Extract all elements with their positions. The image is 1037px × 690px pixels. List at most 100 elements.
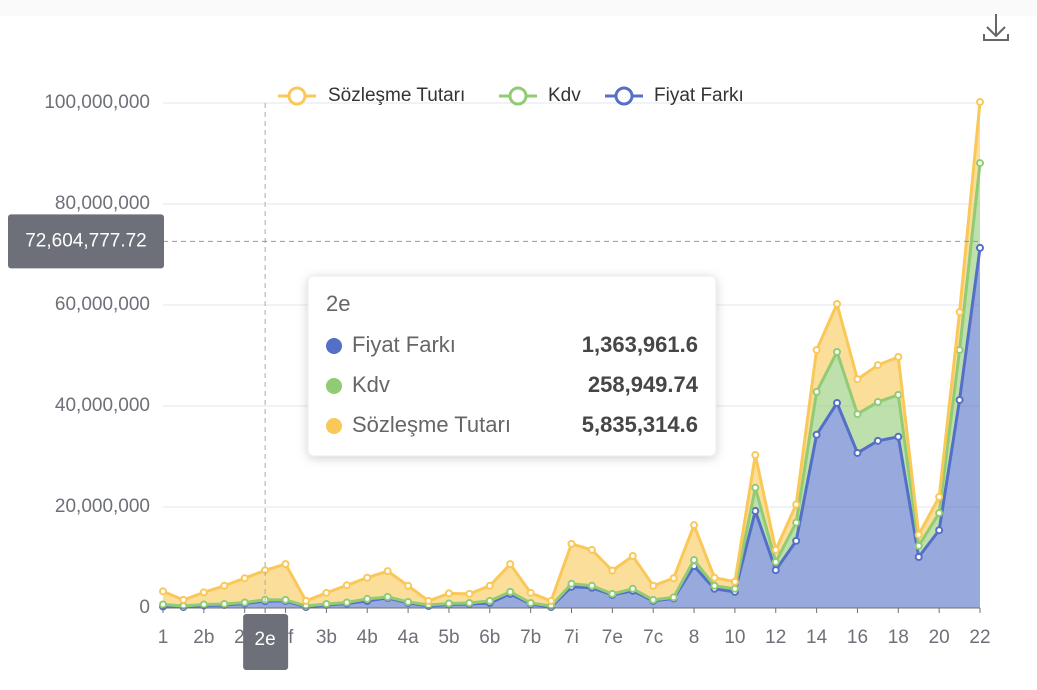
tooltip-dot xyxy=(326,378,342,394)
point xyxy=(751,483,760,492)
x-tick-label: 18 xyxy=(888,627,909,648)
point xyxy=(751,450,760,459)
point xyxy=(730,577,739,586)
legend-item[interactable]: Fiyat Farkı xyxy=(605,85,744,106)
x-tick-label: 7c xyxy=(643,627,663,648)
x-pointer-label: 2e xyxy=(255,629,276,650)
y-pointer-box xyxy=(8,214,164,269)
point xyxy=(914,552,923,561)
point xyxy=(506,560,515,569)
point xyxy=(485,581,494,590)
x-tick-label: 1 xyxy=(158,627,169,648)
point xyxy=(159,587,167,596)
y-tick-label: 0 xyxy=(139,597,150,618)
tooltip-title: 2e xyxy=(326,291,350,316)
point xyxy=(179,595,188,604)
area xyxy=(163,247,980,608)
top-strip xyxy=(0,0,1037,16)
point xyxy=(976,97,984,106)
point xyxy=(771,566,780,575)
point xyxy=(485,596,494,605)
point xyxy=(526,588,535,597)
point xyxy=(894,353,903,362)
x-tick-label: 14 xyxy=(806,627,828,648)
point xyxy=(587,581,596,590)
point xyxy=(812,387,821,396)
tooltip-dot xyxy=(326,338,342,354)
x-tick-label: 22 xyxy=(969,627,990,648)
point xyxy=(669,593,678,602)
legend-icon xyxy=(614,86,634,106)
point xyxy=(628,551,637,560)
point xyxy=(608,566,617,575)
point xyxy=(914,541,923,550)
legend-item[interactable]: Sözleşme Tutarı xyxy=(278,85,465,106)
point xyxy=(526,598,535,607)
y-pointer-label: 72,604,777.72 xyxy=(25,230,147,251)
point xyxy=(710,573,719,582)
point xyxy=(567,539,576,548)
x-pointer-box xyxy=(243,614,289,670)
point xyxy=(240,574,249,583)
x-tick-label: 6b xyxy=(479,627,500,648)
point xyxy=(812,345,821,354)
point xyxy=(792,500,801,509)
point xyxy=(199,588,208,597)
tooltip-value: 258,949.74 xyxy=(588,372,699,397)
point xyxy=(914,530,923,539)
point xyxy=(976,159,984,168)
point xyxy=(955,345,964,354)
point xyxy=(404,597,413,606)
download-icon[interactable] xyxy=(983,14,1009,41)
point xyxy=(342,598,351,607)
point xyxy=(363,573,372,582)
point xyxy=(894,390,903,399)
point xyxy=(322,599,331,608)
y-tick-label: 60,000,000 xyxy=(55,294,150,315)
point xyxy=(220,581,229,590)
point xyxy=(792,536,801,545)
point xyxy=(873,361,882,370)
point xyxy=(751,507,760,516)
point xyxy=(628,584,637,593)
point xyxy=(690,556,699,565)
point xyxy=(383,592,392,601)
point xyxy=(935,526,944,535)
point xyxy=(301,596,310,605)
x-tick-label: 4a xyxy=(398,627,420,648)
point xyxy=(710,581,719,590)
point xyxy=(873,397,882,406)
y-tick-label: 80,000,000 xyxy=(55,193,150,214)
point xyxy=(853,448,862,457)
x-tick-label: 5b xyxy=(438,627,459,648)
point xyxy=(873,436,882,445)
tooltip-dot xyxy=(326,418,342,434)
point xyxy=(608,589,617,598)
point xyxy=(444,599,453,608)
point xyxy=(894,432,903,441)
point xyxy=(771,558,780,567)
point xyxy=(240,598,249,607)
tooltip-box xyxy=(307,275,717,457)
legend-item[interactable]: Kdv xyxy=(499,85,581,106)
tooltip-name: Sözleşme Tutarı xyxy=(352,412,511,437)
point xyxy=(853,410,862,419)
point xyxy=(424,596,433,605)
point xyxy=(404,581,413,590)
point xyxy=(792,518,801,527)
x-tick-label: 16 xyxy=(847,627,868,648)
tooltip-value: 1,363,961.6 xyxy=(582,332,698,357)
point xyxy=(547,596,556,605)
point xyxy=(976,243,984,252)
point xyxy=(199,600,208,609)
point xyxy=(690,521,699,530)
legend-icon xyxy=(508,86,528,106)
point xyxy=(567,579,576,588)
y-tick-label: 100,000,000 xyxy=(44,92,150,113)
point xyxy=(506,587,515,596)
point xyxy=(669,574,678,583)
tooltip-name: Kdv xyxy=(352,372,390,397)
point xyxy=(587,545,596,554)
x-tick-label: 12 xyxy=(765,627,786,648)
